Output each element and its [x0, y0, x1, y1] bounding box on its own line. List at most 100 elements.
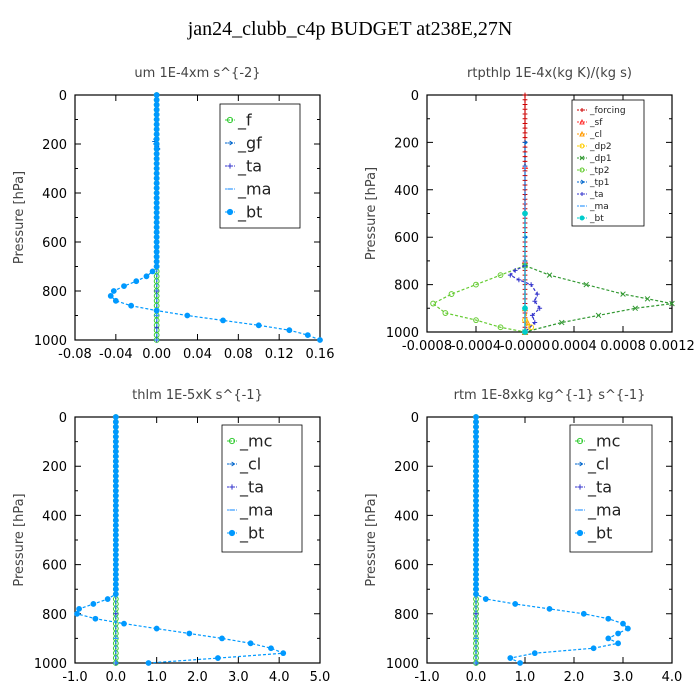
y-axis-label: Pressure [hPa] — [12, 493, 27, 586]
x-tick-label: 0.16 — [306, 347, 335, 362]
chart-panel-2: rtpthlp 1E-4x(kg K)/(kg s) Pressure [hPa]… — [364, 66, 695, 354]
data-point — [112, 591, 119, 598]
legend-label: _bt — [237, 203, 262, 223]
data-point — [153, 160, 160, 167]
data-point — [112, 482, 119, 489]
data-point — [112, 561, 119, 568]
chart-panel-4: rtm 1E-8xkg kg^{-1} s^{-1} Pressure [hPa]… — [364, 388, 682, 685]
legend-swatch-marker — [226, 208, 234, 216]
data-point — [615, 630, 621, 637]
data-point — [442, 310, 449, 316]
data-point — [473, 576, 479, 583]
data-point — [473, 448, 479, 455]
series-bt — [522, 210, 528, 335]
data-point — [247, 640, 254, 647]
legend-box — [221, 424, 303, 553]
data-point — [473, 492, 479, 499]
data-point — [522, 97, 528, 103]
y-tick-label: 400 — [42, 187, 67, 202]
data-point — [473, 561, 479, 568]
x-tick-label: -0.0008 — [402, 339, 452, 354]
y-tick-label: 1000 — [386, 326, 419, 341]
data-point — [112, 487, 119, 494]
x-tick-label: 0.0 — [466, 670, 487, 685]
data-point — [112, 502, 119, 509]
x-tick-label: 0.0008 — [600, 339, 646, 354]
y-tick-label: 0 — [411, 89, 419, 104]
data-point — [473, 468, 479, 475]
y-tick-label: 200 — [42, 460, 67, 475]
data-point — [153, 180, 160, 187]
data-point — [522, 130, 528, 136]
data-point — [153, 146, 160, 152]
y-tick-label: 1000 — [34, 334, 67, 349]
data-point — [558, 319, 565, 326]
chart-panel-1: um 1E-4xm s^{-2} Pressure [hPa] 0 200 400 600… — [12, 66, 334, 362]
data-point — [482, 596, 489, 602]
data-point — [112, 497, 119, 504]
y-tick-label: 600 — [394, 559, 419, 574]
data-point — [153, 121, 160, 128]
data-point — [145, 660, 152, 666]
data-point — [528, 282, 534, 287]
legend-label: _mc — [587, 432, 620, 452]
x-tick-label: -0.04 — [99, 347, 133, 362]
data-point — [128, 302, 135, 309]
x-tick-label: 0.00 — [142, 347, 171, 362]
legend-label: _cl — [589, 130, 602, 140]
data-point — [76, 605, 82, 612]
data-point — [473, 591, 479, 598]
panel-title: thlm 1E-5xK s^{-1} — [132, 388, 263, 403]
data-point — [153, 97, 160, 103]
data-point — [153, 175, 160, 182]
data-point — [215, 655, 221, 661]
data-point — [522, 135, 528, 141]
data-point — [153, 219, 160, 226]
data-point — [107, 293, 114, 299]
y-axis-label: Pressure [hPa] — [364, 493, 379, 586]
series-bt — [473, 414, 631, 666]
data-point — [304, 332, 311, 339]
legend-swatch-marker — [227, 163, 233, 169]
data-point — [112, 507, 119, 514]
data-point — [112, 478, 119, 484]
legend-swatch-marker — [580, 108, 584, 112]
data-point — [632, 305, 639, 312]
y-tick-label: 800 — [394, 279, 419, 294]
data-point — [516, 277, 522, 283]
legend-swatch-marker — [229, 484, 235, 490]
data-point — [268, 645, 274, 652]
y-tick-label: 400 — [394, 184, 419, 199]
legend-swatch-marker — [228, 529, 236, 537]
data-point — [112, 537, 119, 543]
data-point — [473, 497, 479, 504]
y-axis-label: Pressure [hPa] — [364, 167, 379, 260]
x-tick-label: -1.0 — [414, 670, 439, 685]
data-point — [153, 116, 160, 123]
data-point — [473, 512, 479, 519]
data-point — [153, 199, 160, 206]
data-point — [644, 296, 651, 302]
data-point — [473, 571, 479, 578]
data-point — [497, 272, 504, 279]
data-point — [473, 478, 479, 484]
data-point — [153, 190, 160, 196]
data-point — [507, 272, 513, 278]
y-tick-label: 600 — [42, 236, 67, 251]
y-tick-label: 0 — [59, 411, 67, 426]
legend-label: _ta — [589, 190, 604, 200]
data-point — [133, 278, 140, 285]
legend-label: _tp2 — [589, 166, 609, 176]
data-point — [580, 610, 587, 617]
data-point — [522, 106, 528, 112]
data-point — [473, 463, 479, 470]
y-tick-label: 0 — [411, 411, 419, 426]
data-point — [280, 650, 287, 657]
y-tick-label: 1000 — [34, 657, 67, 672]
data-point — [153, 258, 160, 265]
data-point — [184, 312, 191, 319]
legend-label: _cl — [587, 455, 609, 475]
legend-label: _f — [237, 111, 252, 131]
data-point — [473, 502, 479, 509]
data-point — [255, 322, 262, 329]
